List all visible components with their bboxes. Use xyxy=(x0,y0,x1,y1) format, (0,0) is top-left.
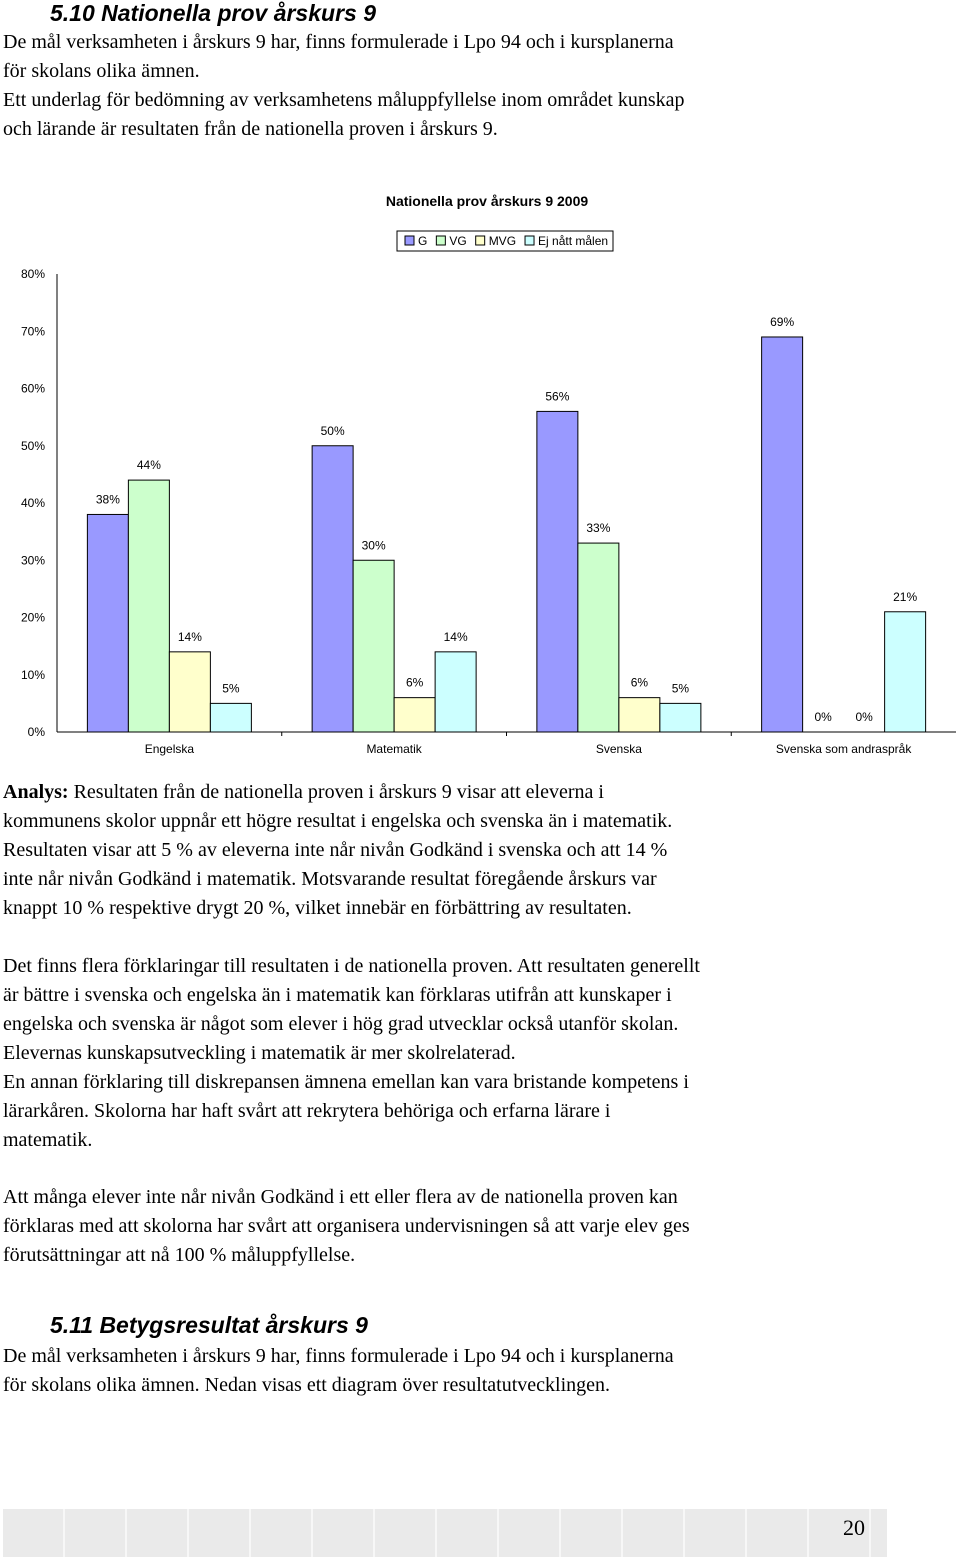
text-line: knappt 10 % respektive drygt 20 %, vilke… xyxy=(3,897,632,919)
text-line: engelska och svenska är något som elever… xyxy=(3,1013,679,1035)
text-line: En annan förklaring till diskrepansen äm… xyxy=(3,1071,689,1093)
bar-2-3 xyxy=(659,702,702,733)
data-label: 0% xyxy=(814,710,832,724)
x-category-label: Matematik xyxy=(366,742,422,756)
text-line: Elevernas kunskapsutveckling i matematik… xyxy=(3,1042,516,1064)
text-line: Resultaten visar att 5 % av eleverna int… xyxy=(3,839,668,861)
legend-label: MVG xyxy=(489,234,516,248)
data-label: 33% xyxy=(586,521,610,535)
data-labels: 38% 44% 14% 5% 50% 30% 6% 14% 56% 33% 6% 5% 69% 0% 0% 2… xyxy=(96,315,918,724)
y-tick-label: 20% xyxy=(21,611,45,625)
bar-3-0 xyxy=(761,336,804,733)
y-tick-label: 70% xyxy=(21,324,45,338)
legend-swatch xyxy=(404,235,415,246)
explanation-paragraph: Det finns flera förklaringar till result… xyxy=(3,952,953,1155)
text-line: förutsättningar att nå 100 % måluppfylle… xyxy=(3,1244,356,1266)
data-label: 38% xyxy=(96,492,120,506)
legend-swatch xyxy=(435,235,446,246)
analysis-first-line: Resultaten från de nationella proven i å… xyxy=(68,781,604,803)
text-line: De mål verksamheten i årskurs 9 har, fin… xyxy=(3,31,674,53)
analysis-label: Analys: xyxy=(3,781,69,803)
section-heading-5-11: 5.11 Betygsresultat årskurs 9 xyxy=(50,1312,368,1338)
data-label: 14% xyxy=(178,630,202,644)
text-line: kommunens skolor uppnår ett högre result… xyxy=(3,810,673,832)
conclusion-paragraph: Att många elever inte når nivån Godkänd … xyxy=(3,1183,953,1270)
text-line: Det finns flera förklaringar till result… xyxy=(3,955,700,977)
text-line: är bättre i svenska och engelska än i ma… xyxy=(3,984,672,1006)
y-tick-label: 30% xyxy=(21,553,45,567)
text-line: och lärande är resultaten från de nation… xyxy=(3,118,498,140)
section-heading-5-10: 5.10 Nationella prov årskurs 9 xyxy=(50,0,376,26)
section-5-11-intro: De mål verksamheten i årskurs 9 har, fin… xyxy=(3,1342,953,1400)
bar-1-0 xyxy=(311,445,354,733)
y-tick-label: 0% xyxy=(28,725,46,739)
y-tick-label: 80% xyxy=(21,267,45,281)
legend-frame xyxy=(396,230,614,252)
bar-1-1 xyxy=(352,559,395,733)
text-line: för skolans olika ämnen. Nedan visas ett… xyxy=(3,1374,611,1396)
data-label: 0% xyxy=(855,710,873,724)
data-label: 56% xyxy=(545,389,569,403)
section-5-10-intro: De mål verksamheten i årskurs 9 har, fin… xyxy=(3,28,953,144)
data-label: 21% xyxy=(893,590,917,604)
bar-0-0 xyxy=(86,513,129,733)
text-line: inte når nivån Godkänd i matematik. Mots… xyxy=(3,868,657,890)
bar-3-3 xyxy=(884,611,927,733)
data-label: 14% xyxy=(444,630,468,644)
footer-band xyxy=(3,1509,887,1557)
text-line: Att många elever inte når nivån Godkänd … xyxy=(3,1186,678,1208)
x-axis: Engelska Matematik Svenska Svenska som andr… xyxy=(57,731,956,756)
page-number: 20 xyxy=(843,1515,865,1540)
data-label: 50% xyxy=(321,424,345,438)
text-line: lärarkåren. Skolorna har haft svårt att … xyxy=(3,1100,611,1122)
data-label: 5% xyxy=(222,681,240,695)
bar-chart: Nationella prov årskurs 9 2009 G VG MVG Ej … xyxy=(21,193,956,756)
text-line: matematik. xyxy=(3,1129,93,1151)
text-line: förklaras med att skolorna har svårt att… xyxy=(3,1215,690,1237)
data-label: 6% xyxy=(406,676,424,690)
y-tick-label: 60% xyxy=(21,382,45,396)
text-line: Analys: Resultaten från de nationella pr… xyxy=(3,778,953,807)
page-footer: 20 xyxy=(3,1509,887,1559)
legend-swatch xyxy=(475,235,486,246)
bar-1-2 xyxy=(393,697,436,733)
legend-label: VG xyxy=(449,234,466,248)
legend-swatch xyxy=(524,235,535,246)
data-label: 6% xyxy=(631,676,649,690)
text-line: Ett underlag för bedömning av verksamhet… xyxy=(3,89,685,111)
y-tick-label: 10% xyxy=(21,668,45,682)
y-tick-label: 40% xyxy=(21,496,45,510)
text-line: De mål verksamheten i årskurs 9 har, fin… xyxy=(3,1345,674,1367)
x-category-label: Svenska som andraspråk xyxy=(776,742,912,756)
text-line: för skolans olika ämnen. xyxy=(3,60,200,82)
bar-0-2 xyxy=(168,651,211,733)
bar-2-0 xyxy=(536,410,579,733)
legend-label: Ej nått målen xyxy=(538,234,608,248)
chart-legend: G VG MVG Ej nått målen xyxy=(396,230,614,252)
chart-title: Nationella prov årskurs 9 2009 xyxy=(386,193,589,209)
data-label: 30% xyxy=(362,538,386,552)
y-tick-label: 50% xyxy=(21,439,45,453)
analysis-paragraph: Analys: Resultaten från de nationella pr… xyxy=(3,778,953,923)
y-axis: 0% 10% 20% 30% 40% 50% 60% 70% 80% xyxy=(21,267,58,739)
bar-0-1 xyxy=(127,479,170,733)
x-category-label: Engelska xyxy=(145,742,195,756)
data-label: 5% xyxy=(672,681,690,695)
bar-0-3 xyxy=(209,702,252,733)
bar-1-3 xyxy=(434,651,477,733)
x-category-label: Svenska xyxy=(596,742,642,756)
data-label: 44% xyxy=(137,458,161,472)
data-label: 69% xyxy=(770,315,794,329)
bar-2-2 xyxy=(618,697,661,733)
legend-label: G xyxy=(418,234,427,248)
bars-layer xyxy=(86,336,927,733)
bar-2-1 xyxy=(577,542,620,733)
